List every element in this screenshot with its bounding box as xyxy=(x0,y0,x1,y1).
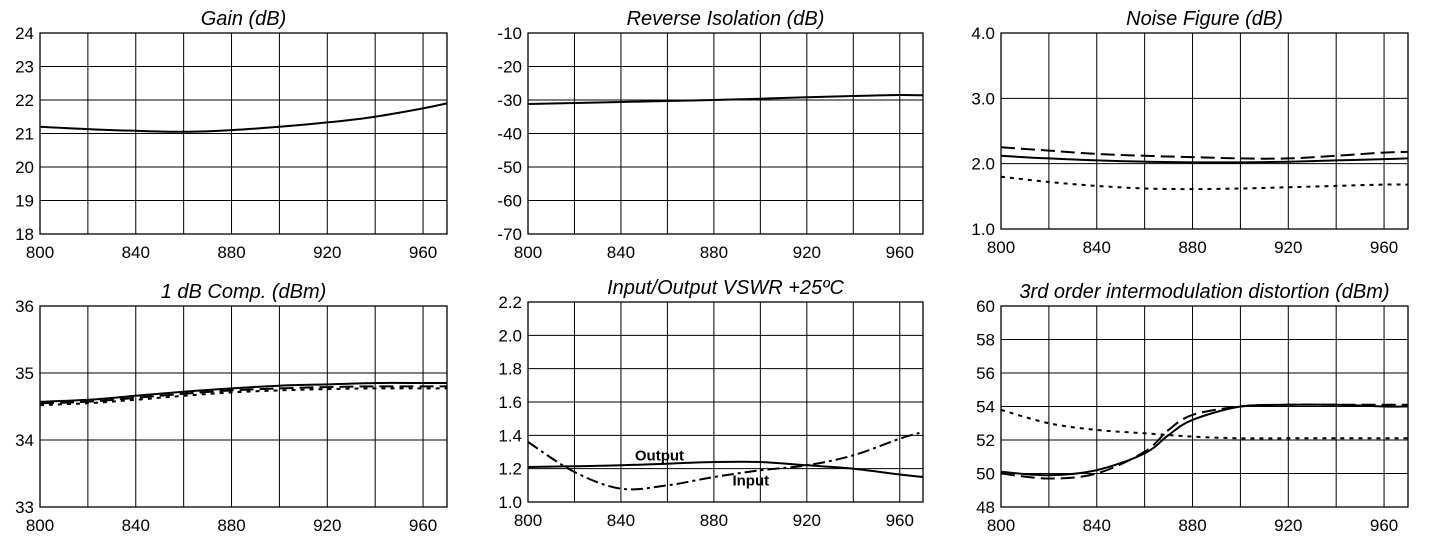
x-tick-label: 840 xyxy=(122,516,150,535)
chart-panel-3: Noise Figure (dB) 1.0 2.0 3.0 4.0 800 840 880 92… xyxy=(971,8,1409,257)
x-tick-label: 920 xyxy=(793,243,821,262)
y-tick-label: 21 xyxy=(15,125,34,144)
chart-panel-1: Gain (dB) 18 19 20 21 22 23 24 800 840 880 920 960 xyxy=(15,8,448,262)
plot-frame xyxy=(39,32,448,235)
y-tick-label: 2.0 xyxy=(971,155,995,174)
plot-frame xyxy=(1000,32,1409,230)
x-tick-label: 840 xyxy=(1083,516,1111,535)
chart-panel-2: Reverse Isolation (dB) -10 -20 -30 -40 -50 -60… xyxy=(497,8,924,262)
y-tick-label: 54 xyxy=(976,398,995,417)
y-tick-label: 36 xyxy=(15,297,34,316)
y-tick-label: 23 xyxy=(15,58,34,77)
y-tick-label: 52 xyxy=(976,431,995,450)
y-tick-label: -20 xyxy=(497,58,522,77)
x-tick-label: 960 xyxy=(886,243,914,262)
y-tick-label: 1.0 xyxy=(498,493,522,512)
x-tick-label: 840 xyxy=(1083,238,1111,257)
chart-panel-5: Input/Output VSWR +25ºC 1.0 1.2 1.4 1.6 1.8 2.… xyxy=(498,277,924,530)
x-tick-label: 920 xyxy=(313,516,341,535)
x-tick-label: 960 xyxy=(409,243,437,262)
plot-frame xyxy=(39,305,448,508)
annotation-input: Input xyxy=(732,472,769,489)
x-tick-label: 800 xyxy=(987,238,1015,257)
series-line-3 xyxy=(1000,175,1409,191)
x-tick-label: 880 xyxy=(217,516,245,535)
y-tick-label: 24 xyxy=(15,24,34,43)
chart-title: 1 dB Comp. (dBm) xyxy=(161,281,327,303)
y-tick-label: -50 xyxy=(497,158,522,177)
chart-panel-4: 1 dB Comp. (dBm) 33 34 35 36 800 840 880 920 960 xyxy=(15,281,448,535)
series-line-3 xyxy=(1000,408,1408,440)
x-tick-label: 880 xyxy=(700,243,728,262)
chart-title: Reverse Isolation (dB) xyxy=(627,8,825,30)
y-tick-label: 60 xyxy=(976,297,995,316)
y-tick-label: 34 xyxy=(15,431,34,450)
y-tick-label: 2.2 xyxy=(498,293,522,312)
y-tick-label: 1.8 xyxy=(498,360,522,379)
y-tick-label: -70 xyxy=(497,225,522,244)
series-line-1 xyxy=(39,102,448,133)
x-tick-label: 880 xyxy=(1178,516,1206,535)
x-tick-label: 880 xyxy=(217,243,245,262)
y-tick-label: 33 xyxy=(15,498,34,517)
series-line-1 xyxy=(527,93,924,105)
plot-frame xyxy=(527,301,924,503)
x-tick-label: 800 xyxy=(26,243,54,262)
y-tick-label: 2.0 xyxy=(498,326,522,345)
series-line-1 xyxy=(39,381,447,403)
x-tick-label: 960 xyxy=(1370,516,1398,535)
y-tick-label: 18 xyxy=(15,225,34,244)
x-tick-label: 800 xyxy=(26,516,54,535)
annotation-output: Output xyxy=(635,447,684,464)
series-line-2 xyxy=(527,431,924,491)
x-tick-label: 800 xyxy=(987,516,1015,535)
y-tick-label: 1.0 xyxy=(971,220,995,239)
chart-title: Input/Output VSWR +25ºC xyxy=(607,277,844,299)
x-tick-label: 840 xyxy=(607,511,635,530)
y-tick-label: 20 xyxy=(15,158,34,177)
y-tick-label: 56 xyxy=(976,364,995,383)
x-tick-label: 880 xyxy=(1178,238,1206,257)
y-tick-label: -30 xyxy=(497,91,522,110)
series-line-3 xyxy=(39,387,447,407)
chart-title: Noise Figure (dB) xyxy=(1126,8,1283,30)
y-tick-label: 50 xyxy=(976,465,995,484)
x-tick-label: 880 xyxy=(700,511,728,530)
x-tick-label: 840 xyxy=(607,243,635,262)
y-tick-label: -40 xyxy=(497,125,522,144)
y-tick-label: 1.2 xyxy=(498,460,522,479)
x-tick-label: 800 xyxy=(514,511,542,530)
chart-title: Gain (dB) xyxy=(201,8,287,30)
series-line-1 xyxy=(527,460,924,478)
y-tick-label: 4.0 xyxy=(971,24,995,43)
y-tick-label: 22 xyxy=(15,91,34,110)
series-line-1 xyxy=(1000,154,1409,164)
y-tick-label: -10 xyxy=(497,24,522,43)
x-tick-label: 960 xyxy=(409,516,437,535)
x-tick-label: 920 xyxy=(1274,516,1302,535)
series-line-2 xyxy=(39,385,447,405)
x-tick-label: 800 xyxy=(514,243,542,262)
y-tick-label: 35 xyxy=(15,364,34,383)
y-tick-label: 48 xyxy=(976,498,995,517)
x-tick-label: 960 xyxy=(886,511,914,530)
y-tick-label: 1.6 xyxy=(498,393,522,412)
y-tick-label: 58 xyxy=(976,331,995,350)
x-tick-label: 920 xyxy=(313,243,341,262)
series-line-2 xyxy=(1000,403,1408,480)
chart-panel-6: 3rd order intermodulation distortion (dB… xyxy=(976,281,1409,535)
x-tick-label: 840 xyxy=(122,243,150,262)
chart-title: 3rd order intermodulation distortion (dB… xyxy=(1019,281,1389,303)
x-tick-label: 920 xyxy=(1274,238,1302,257)
y-tick-label: 1.4 xyxy=(498,426,522,445)
y-tick-label: 19 xyxy=(15,192,34,211)
x-tick-label: 960 xyxy=(1370,238,1398,257)
plot-frame xyxy=(527,32,924,235)
y-tick-label: 3.0 xyxy=(971,89,995,108)
y-tick-label: -60 xyxy=(497,192,522,211)
series-line-2 xyxy=(1000,146,1409,160)
x-tick-label: 920 xyxy=(793,511,821,530)
